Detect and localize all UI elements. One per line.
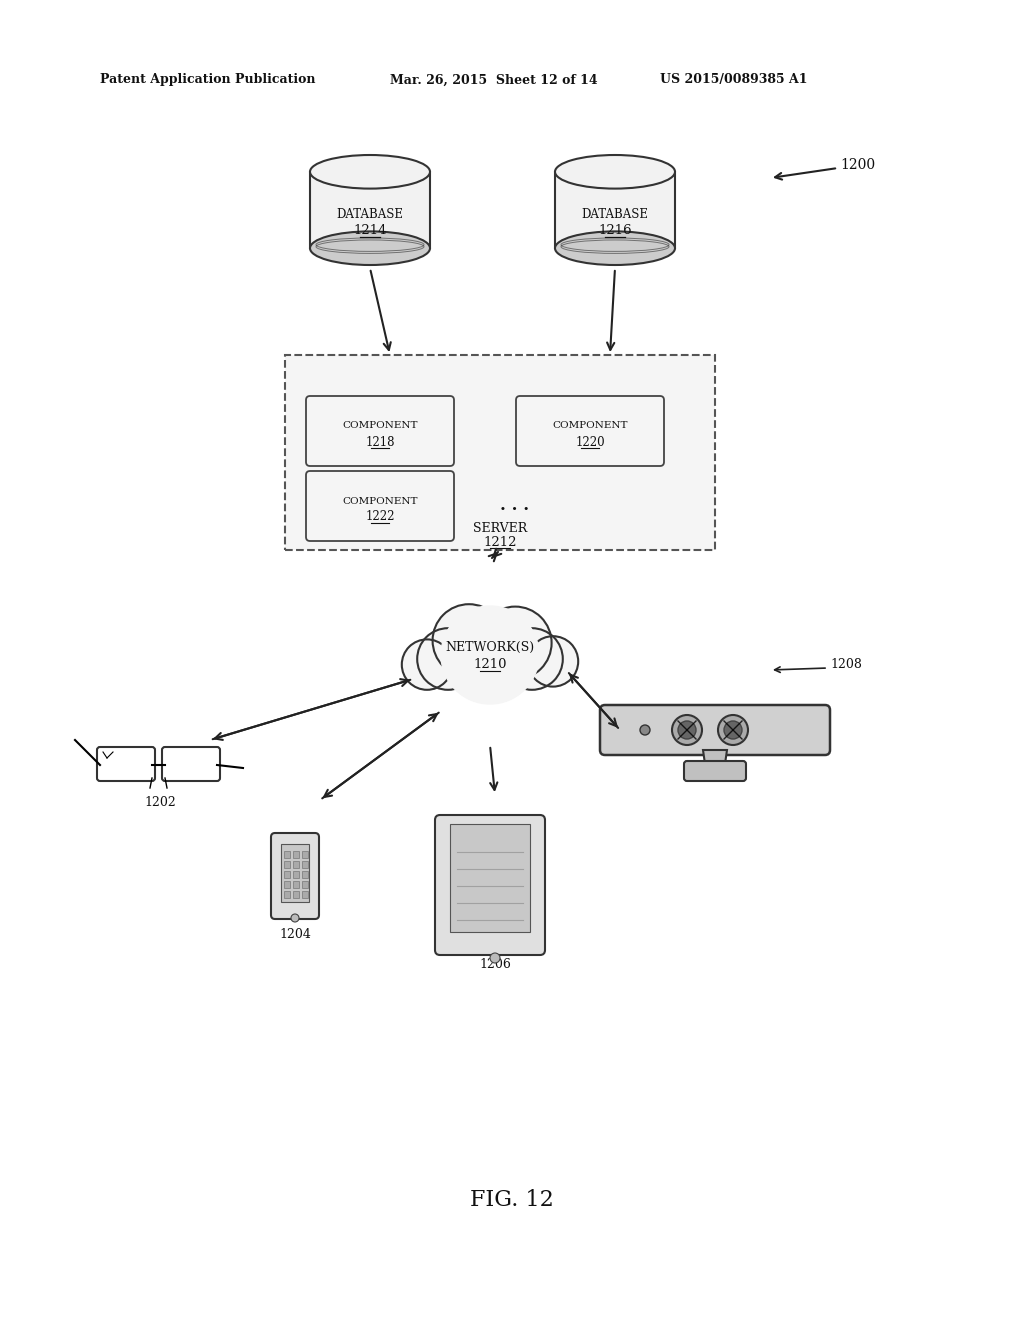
Circle shape xyxy=(724,721,742,739)
Bar xyxy=(284,880,290,888)
Text: SERVER: SERVER xyxy=(473,521,527,535)
Bar xyxy=(302,861,308,869)
Text: NETWORK(S): NETWORK(S) xyxy=(445,640,535,653)
Text: 1208: 1208 xyxy=(830,659,862,672)
Text: DATABASE: DATABASE xyxy=(337,209,403,222)
Text: . . .: . . . xyxy=(501,498,529,515)
Text: 1222: 1222 xyxy=(366,511,394,524)
Ellipse shape xyxy=(310,231,430,265)
Circle shape xyxy=(490,953,500,964)
Bar xyxy=(302,880,308,888)
Bar xyxy=(293,861,299,869)
Bar xyxy=(293,871,299,878)
Text: COMPONENT: COMPONENT xyxy=(342,496,418,506)
Circle shape xyxy=(501,628,563,690)
FancyBboxPatch shape xyxy=(450,824,530,932)
Circle shape xyxy=(640,725,650,735)
FancyBboxPatch shape xyxy=(271,833,319,919)
Text: 1216: 1216 xyxy=(598,224,632,238)
Circle shape xyxy=(401,639,453,690)
Text: 1204: 1204 xyxy=(280,928,311,941)
Bar xyxy=(284,891,290,898)
Bar xyxy=(293,880,299,888)
Text: COMPONENT: COMPONENT xyxy=(342,421,418,430)
Bar xyxy=(302,851,308,858)
Text: US 2015/0089385 A1: US 2015/0089385 A1 xyxy=(660,74,808,87)
Polygon shape xyxy=(703,750,727,777)
Circle shape xyxy=(718,715,748,744)
Text: 1210: 1210 xyxy=(473,659,507,672)
Bar xyxy=(284,861,290,869)
Circle shape xyxy=(291,913,299,921)
Text: 1202: 1202 xyxy=(144,796,176,808)
Circle shape xyxy=(417,628,479,690)
Text: FIG. 12: FIG. 12 xyxy=(470,1189,554,1210)
Circle shape xyxy=(432,605,506,677)
Text: Patent Application Publication: Patent Application Publication xyxy=(100,74,315,87)
Polygon shape xyxy=(555,172,675,248)
Text: 1214: 1214 xyxy=(353,224,387,238)
Circle shape xyxy=(445,610,535,700)
Circle shape xyxy=(672,715,702,744)
FancyBboxPatch shape xyxy=(684,762,746,781)
Bar xyxy=(293,891,299,898)
Text: 1200: 1200 xyxy=(840,158,876,172)
Ellipse shape xyxy=(310,154,430,189)
FancyBboxPatch shape xyxy=(516,396,664,466)
Bar xyxy=(293,851,299,858)
Circle shape xyxy=(678,721,696,739)
Text: DATABASE: DATABASE xyxy=(582,209,648,222)
Bar xyxy=(284,851,290,858)
FancyBboxPatch shape xyxy=(281,843,309,902)
Ellipse shape xyxy=(555,231,675,265)
Text: Mar. 26, 2015  Sheet 12 of 14: Mar. 26, 2015 Sheet 12 of 14 xyxy=(390,74,598,87)
Bar xyxy=(302,871,308,878)
Bar xyxy=(284,871,290,878)
Circle shape xyxy=(479,607,552,680)
Text: 1218: 1218 xyxy=(366,436,394,449)
FancyBboxPatch shape xyxy=(285,355,715,550)
Circle shape xyxy=(527,636,579,686)
Text: 1206: 1206 xyxy=(479,958,511,972)
FancyBboxPatch shape xyxy=(600,705,830,755)
Text: COMPONENT: COMPONENT xyxy=(552,421,628,430)
Text: 1212: 1212 xyxy=(483,536,517,549)
Circle shape xyxy=(441,606,539,704)
FancyBboxPatch shape xyxy=(306,396,454,466)
Ellipse shape xyxy=(555,154,675,189)
Circle shape xyxy=(449,612,532,697)
FancyBboxPatch shape xyxy=(435,814,545,954)
Text: 1220: 1220 xyxy=(575,436,605,449)
FancyBboxPatch shape xyxy=(306,471,454,541)
Polygon shape xyxy=(310,172,430,248)
Bar xyxy=(302,891,308,898)
